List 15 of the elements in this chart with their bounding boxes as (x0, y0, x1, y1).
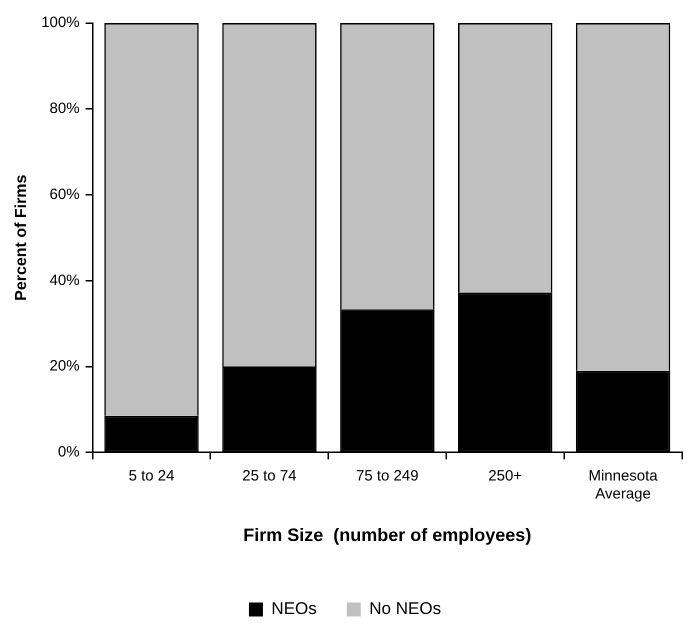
x-tick-label: 250+ (488, 468, 522, 485)
x-tick-label: Minnesota Average (588, 468, 658, 503)
y-tick-label: 40% (50, 272, 80, 289)
y-tick-label: 80% (50, 100, 80, 118)
y-tick-label: 100% (41, 14, 80, 32)
legend-label: NEOs (271, 599, 317, 618)
x-tick-label: 5 to 24 (128, 468, 174, 485)
y-axis-title: Percent of Firms (13, 174, 30, 301)
x-axis-title: Firm Size (number of employees) (243, 525, 532, 546)
x-tick-label: 75 to 249 (356, 468, 419, 485)
y-tick-label: 60% (50, 186, 80, 203)
x-tick-label: 25 to 74 (242, 468, 297, 485)
y-tick-label: 0% (58, 444, 80, 461)
legend-label: No NEOs (369, 599, 442, 618)
y-tick-label: 20% (50, 358, 80, 375)
